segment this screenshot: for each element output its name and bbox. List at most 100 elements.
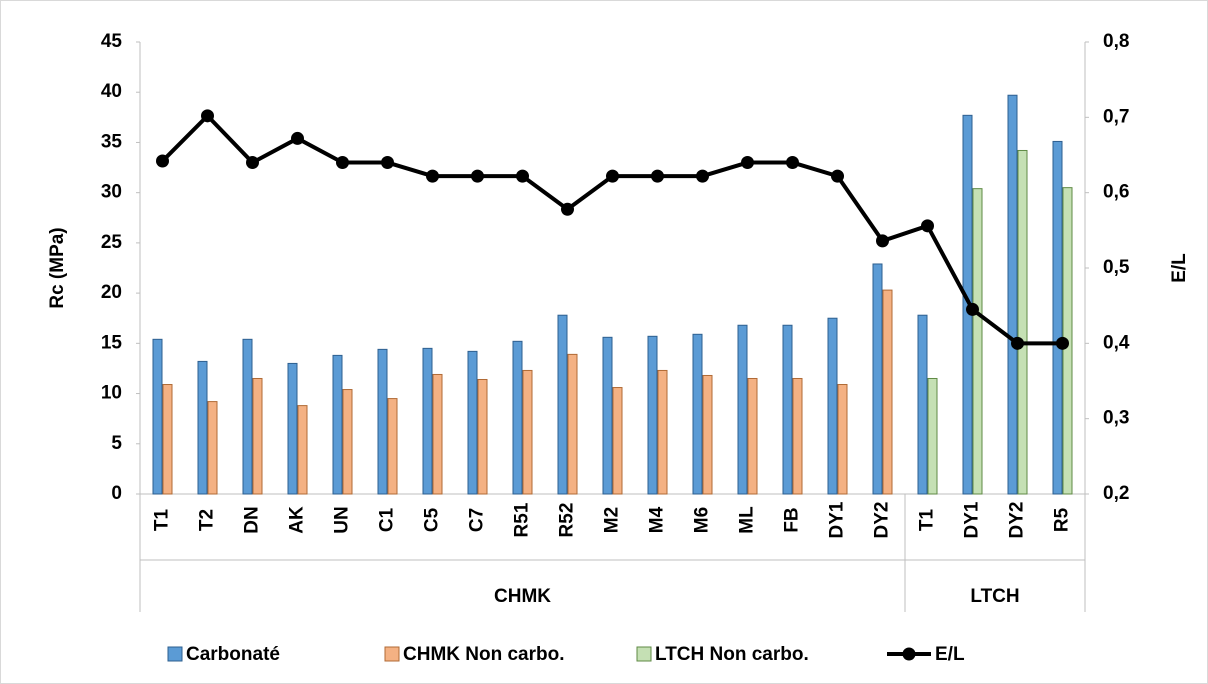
line-marker: [516, 169, 529, 183]
line-marker: [741, 156, 754, 170]
x-tick-label: DY1: [827, 501, 848, 538]
x-tick-label: UN: [332, 506, 353, 533]
x-tick-label: DN: [242, 506, 263, 533]
bar: [782, 324, 793, 495]
bar: [792, 377, 803, 495]
bar: [827, 317, 838, 495]
bar: [512, 340, 523, 495]
bar: [882, 289, 893, 495]
line-marker: [606, 169, 619, 183]
y2-tick-label: 0,5: [1103, 257, 1130, 278]
legend-label: E/L: [935, 644, 965, 665]
x-tick-label: DY1: [962, 501, 983, 538]
legend-label: LTCH Non carbo.: [655, 644, 809, 665]
y-tick-label: 40: [101, 81, 122, 102]
x-tick-label: T1: [152, 508, 173, 531]
line-marker: [786, 156, 799, 170]
legend-label: CHMK Non carbo.: [403, 644, 565, 665]
y-tick-label: 25: [101, 232, 123, 253]
bar: [242, 338, 253, 495]
bar: [377, 348, 388, 495]
bar: [197, 360, 208, 495]
line-marker: [696, 169, 709, 183]
bar: [342, 389, 353, 495]
x-tick-label: M6: [692, 507, 713, 533]
bar: [422, 347, 433, 495]
y-tick-label: 0: [111, 483, 122, 504]
x-tick-label: C7: [467, 508, 488, 532]
y-tick-label: 5: [111, 433, 122, 454]
bar: [972, 188, 983, 495]
bar: [432, 373, 443, 495]
y2-tick-label: 0,3: [1103, 408, 1129, 429]
y2-tick-label: 0,4: [1103, 332, 1130, 353]
bar: [612, 387, 623, 495]
x-tick-label: FB: [782, 507, 803, 532]
group-label: LTCH: [970, 586, 1019, 607]
legend-swatch: [636, 646, 652, 662]
y-tick-label: 30: [101, 182, 122, 203]
line-marker: [651, 169, 664, 183]
x-tick-label: C1: [377, 507, 398, 532]
legend-swatch: [384, 646, 400, 662]
bar: [702, 374, 713, 495]
line-marker: [561, 202, 574, 216]
line-marker: [921, 219, 934, 233]
bar: [747, 377, 758, 495]
y-tick-label: 45: [101, 31, 123, 52]
bar: [602, 336, 613, 495]
bar: [477, 378, 488, 495]
bar: [737, 324, 748, 495]
line-marker: [1011, 336, 1024, 350]
x-tick-label: T1: [917, 508, 938, 531]
legend-swatch: [167, 646, 183, 662]
bar: [332, 354, 343, 495]
bar: [657, 369, 668, 495]
bar: [1007, 94, 1018, 495]
bar: [162, 384, 173, 495]
y2-tick-label: 0,7: [1103, 106, 1129, 127]
y-tick-label: 20: [101, 282, 122, 303]
x-tick-label: T2: [197, 509, 218, 531]
bar: [557, 314, 568, 495]
line-marker: [246, 156, 259, 170]
line-marker: [336, 156, 349, 170]
bar: [387, 398, 398, 495]
line-marker: [201, 109, 214, 123]
bar: [837, 384, 848, 495]
bar: [297, 405, 308, 495]
bar: [692, 333, 703, 495]
line-marker: [831, 169, 844, 183]
x-tick-label: M2: [602, 507, 623, 533]
x-tick-label: ML: [737, 506, 758, 534]
x-tick-label: R5: [1052, 507, 1073, 532]
x-tick-label: DY2: [1007, 502, 1028, 539]
y2-tick-label: 0,8: [1103, 31, 1129, 52]
x-tick-label: AK: [287, 506, 308, 534]
line-marker: [156, 154, 169, 168]
line-marker: [291, 131, 304, 145]
bar: [287, 362, 298, 495]
group-label: CHMK: [494, 586, 551, 607]
line-marker: [426, 169, 439, 183]
line-marker: [966, 302, 979, 316]
bar: [467, 350, 478, 495]
bar: [1052, 140, 1063, 495]
bar: [927, 377, 938, 495]
bar: [872, 263, 883, 495]
bar: [252, 377, 263, 495]
line-marker: [876, 234, 889, 248]
x-tick-label: DY2: [872, 502, 893, 539]
y2-tick-label: 0,2: [1103, 483, 1129, 504]
line-marker: [1056, 336, 1069, 350]
bar: [917, 314, 928, 495]
x-tick-label: R51: [512, 502, 533, 537]
bar: [207, 401, 218, 495]
y2-axis-title: E/L: [1169, 253, 1190, 283]
x-tick-label: R52: [557, 503, 578, 538]
bar: [1017, 149, 1028, 495]
line-marker: [381, 156, 394, 170]
y-tick-label: 10: [101, 383, 122, 404]
bar: [522, 369, 533, 495]
